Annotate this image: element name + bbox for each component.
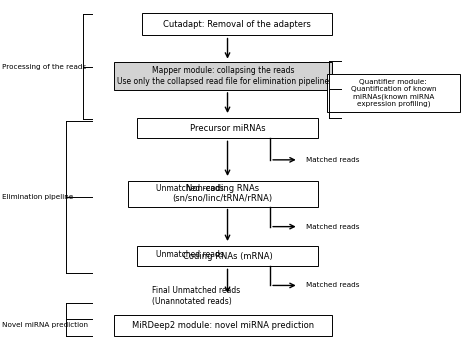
Text: Cutadapt: Removal of the adapters: Cutadapt: Removal of the adapters xyxy=(163,20,311,29)
FancyBboxPatch shape xyxy=(142,13,332,35)
Text: Mapper module: collapsing the reads
Use only the collapsed read file for elimina: Mapper module: collapsing the reads Use … xyxy=(117,66,329,86)
Text: Matched reads: Matched reads xyxy=(306,157,359,163)
FancyBboxPatch shape xyxy=(114,315,332,336)
Text: Unmatched reads: Unmatched reads xyxy=(156,250,224,259)
FancyBboxPatch shape xyxy=(137,118,318,138)
FancyBboxPatch shape xyxy=(128,181,318,207)
Text: Coding RNAs (mRNA): Coding RNAs (mRNA) xyxy=(182,252,273,261)
FancyBboxPatch shape xyxy=(327,74,460,112)
Text: Final Unmatched reads
(Unannotated reads): Final Unmatched reads (Unannotated reads… xyxy=(152,286,240,306)
Text: Processing of the reads: Processing of the reads xyxy=(2,64,87,71)
Text: Non-coding RNAs
(sn/sno/linc/tRNA/rRNA): Non-coding RNAs (sn/sno/linc/tRNA/rRNA) xyxy=(173,184,273,203)
Text: Novel miRNA prediction: Novel miRNA prediction xyxy=(2,322,88,328)
Text: Elimination pipeline: Elimination pipeline xyxy=(2,194,73,200)
Text: MiRDeep2 module: novel miRNA prediction: MiRDeep2 module: novel miRNA prediction xyxy=(132,321,314,330)
Text: Precursor miRNAs: Precursor miRNAs xyxy=(190,124,265,133)
Text: Matched reads: Matched reads xyxy=(306,282,359,289)
Text: Matched reads: Matched reads xyxy=(306,224,359,230)
FancyBboxPatch shape xyxy=(114,62,332,90)
FancyBboxPatch shape xyxy=(137,246,318,266)
Text: Unmatched reads: Unmatched reads xyxy=(156,184,224,193)
Text: Quantifier module:
Quantification of known
miRNAs(known miRNA
expression profili: Quantifier module: Quantification of kno… xyxy=(351,80,436,107)
